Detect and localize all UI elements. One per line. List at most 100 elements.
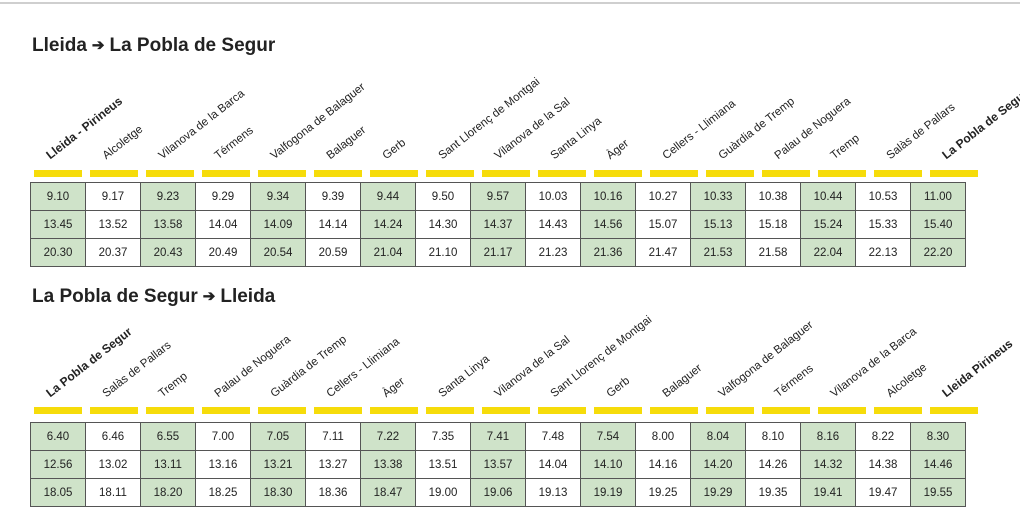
departure-time-cell: 21.17: [470, 238, 526, 267]
departure-time-cell: 6.46: [85, 422, 141, 451]
top-divider: [0, 2, 1020, 4]
station-name: Santa Linya: [436, 353, 492, 400]
station-label: Valfogona de Balaguer: [269, 81, 368, 162]
table-row: 18.05 18.11 18.20 18.25 18.30 18.36 18.47 19.00…: [30, 478, 966, 507]
station-label: Vilanova de la Barca: [829, 326, 919, 400]
station-label: Vilanova de la Sal: [493, 96, 573, 162]
departure-time-cell: 21.36: [580, 238, 636, 267]
departure-time-cell: 13.02: [85, 450, 141, 479]
stripe-segment: [314, 407, 362, 414]
stripe-segment: [202, 170, 250, 177]
station-label: La Pobla de Segur: [43, 325, 134, 400]
departure-time-cell: 10.38: [745, 182, 801, 211]
departure-time-cell: 9.57: [470, 182, 526, 211]
stripe-segment: [874, 407, 922, 414]
departure-time-cell: 19.06: [470, 478, 526, 507]
station-label: Vilanova de la Sal: [493, 334, 573, 400]
departure-time-cell: 19.00: [415, 478, 471, 507]
departure-time-cell: 8.30: [910, 422, 966, 451]
departure-time-cell: 8.04: [690, 422, 746, 451]
stripe-segment: [314, 170, 362, 177]
station-name: Sant Llorenç de Montgai: [548, 313, 655, 400]
station-label: Gerb: [381, 137, 409, 162]
table-row: 9.10 9.17 9.23 9.29 9.34 9.39 9.44 9.50 9.57 10.0…: [30, 182, 966, 211]
departure-time-cell: 14.20: [690, 450, 746, 479]
station-label: Santa Linya: [437, 353, 492, 400]
departure-time-cell: 14.56: [580, 210, 636, 239]
station-name: Gerb: [380, 136, 409, 162]
departure-time-cell: 22.20: [910, 238, 966, 267]
departure-time-cell: 9.29: [195, 182, 251, 211]
departure-time-cell: 19.47: [855, 478, 911, 507]
station-name: Valfogona de Balaguer: [716, 319, 816, 400]
departure-time-cell: 20.49: [195, 238, 251, 267]
departure-time-cell: 10.03: [525, 182, 581, 211]
station-label: Tremp: [157, 370, 190, 400]
station-label: Palau de Noguera: [773, 95, 853, 162]
departure-time-cell: 8.10: [745, 422, 801, 451]
departure-time-cell: 18.25: [195, 478, 251, 507]
stripe-segment: [90, 170, 138, 177]
departure-time-cell: 9.50: [415, 182, 471, 211]
stripe-segment: [258, 407, 306, 414]
timetable-title-lleida-to-pobla: Lleida ➔ La Pobla de Segur: [32, 35, 275, 57]
station-name: La Pobla de Segur: [939, 86, 1020, 162]
departure-time-cell: 14.10: [580, 450, 636, 479]
departure-time-cell: 15.33: [855, 210, 911, 239]
stripe-segment: [594, 407, 642, 414]
stripe-segment: [482, 170, 530, 177]
station-label: Guàrdia de Tremp: [717, 95, 797, 162]
station-label: Àger: [605, 138, 632, 162]
stripe-segment: [874, 170, 922, 177]
departure-time-cell: 19.55: [910, 478, 966, 507]
station-label: Santa Linya: [549, 115, 604, 162]
table-row: 12.56 13.02 13.11 13.16 13.21 13.27 13.38 13.51…: [30, 450, 966, 479]
station-label: Valfogona de Balaguer: [717, 319, 816, 400]
departure-time-cell: 15.13: [690, 210, 746, 239]
departure-time-cell: 9.44: [360, 182, 416, 211]
station-name: Balaguer: [660, 362, 705, 400]
stripe-segment: [762, 407, 810, 414]
station-name: Alcoletge: [884, 361, 930, 400]
departure-time-cell: 7.05: [250, 422, 306, 451]
departure-time-cell: 15.24: [800, 210, 856, 239]
stripe-segment: [930, 407, 978, 414]
stripe-segment: [538, 407, 586, 414]
departure-time-cell: 8.22: [855, 422, 911, 451]
title-destination: La Pobla de Segur: [109, 35, 276, 56]
stripe-segment: [146, 170, 194, 177]
departure-time-cell: 9.17: [85, 182, 141, 211]
departure-time-cell: 19.29: [690, 478, 746, 507]
departure-time-cell: 7.11: [305, 422, 361, 451]
departure-time-cell: 13.38: [360, 450, 416, 479]
departure-time-cell: 14.43: [525, 210, 581, 239]
station-label: Sant Llorenç de Montgai: [549, 314, 655, 400]
station-name: Santa Linya: [548, 115, 604, 162]
departure-time-cell: 14.30: [415, 210, 471, 239]
departure-time-cell: 18.11: [85, 478, 141, 507]
stripe-segment: [370, 170, 418, 177]
departure-time-cell: 18.36: [305, 478, 361, 507]
right-arrow-icon: ➔: [91, 37, 105, 54]
timetable-grid-outbound: 9.10 9.17 9.23 9.29 9.34 9.39 9.44 9.50 9.57 10.0…: [30, 182, 966, 267]
departure-time-cell: 13.11: [140, 450, 196, 479]
stripe-segment: [538, 170, 586, 177]
departure-time-cell: 14.37: [470, 210, 526, 239]
station-label: Guàrdia de Tremp: [269, 333, 349, 400]
departure-time-cell: 19.19: [580, 478, 636, 507]
stripe-segment: [258, 170, 306, 177]
departure-time-cell: 6.40: [30, 422, 86, 451]
title-origin: Lleida: [32, 35, 87, 56]
stripe-segment: [818, 170, 866, 177]
title-destination: Lleida: [220, 286, 276, 307]
stripe-segment: [370, 407, 418, 414]
departure-time-cell: 15.07: [635, 210, 691, 239]
stripe-segment: [650, 170, 698, 177]
departure-time-cell: 14.14: [305, 210, 361, 239]
station-label: Sant Llorenç de Montgai: [437, 76, 543, 162]
station-label: Àger: [381, 376, 408, 400]
departure-time-cell: 21.04: [360, 238, 416, 267]
station-label: Térmens: [773, 363, 816, 400]
station-label: Alcoletge: [885, 361, 930, 400]
departure-time-cell: 13.58: [140, 210, 196, 239]
